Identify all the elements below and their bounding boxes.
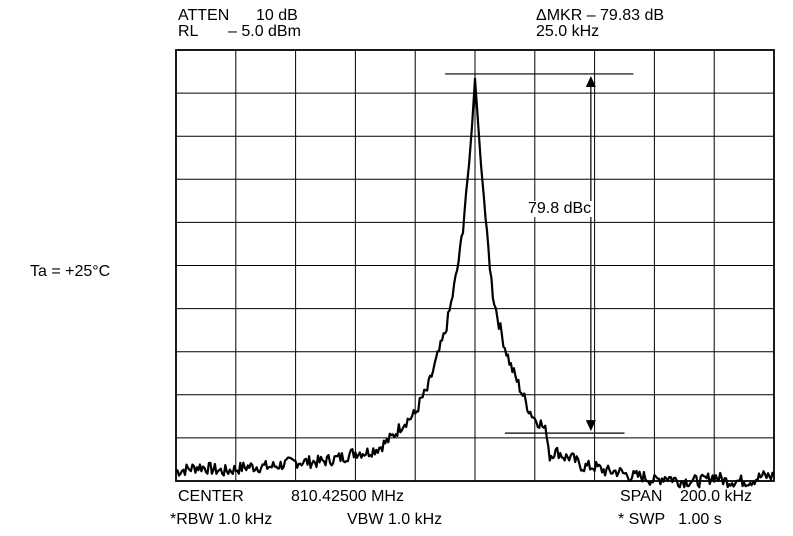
sweep-setting: * SWP 1.00 s: [618, 511, 722, 528]
span-label: SPAN: [620, 488, 663, 505]
atten-value: 10 dB: [256, 7, 298, 24]
rl-label: RL: [178, 23, 199, 40]
spectrum-trace: [175, 77, 776, 489]
plot-grid: [176, 50, 774, 481]
marker-readout: ΔMKR – 79.83 dB: [536, 7, 665, 24]
arrow-head-up: [585, 75, 596, 87]
center-label: CENTER: [178, 488, 244, 505]
span-value: 200.0 kHz: [680, 488, 753, 505]
plot-frame: [175, 49, 775, 482]
temperature-note: Ta = +25°C: [30, 263, 111, 280]
vbw-setting: VBW 1.0 kHz: [347, 511, 443, 528]
center-value: 810.42500 MHz: [291, 488, 404, 505]
rbw-setting: *RBW 1.0 kHz: [170, 511, 273, 528]
arrow-head-down: [585, 420, 596, 432]
marker-frequency: 25.0 kHz: [536, 23, 600, 40]
rl-value: – 5.0 dBm: [228, 23, 301, 40]
marker-annotation: [445, 73, 634, 434]
dbc-annotation: 79.8 dBc: [526, 200, 594, 217]
atten-label: ATTEN: [178, 7, 230, 24]
